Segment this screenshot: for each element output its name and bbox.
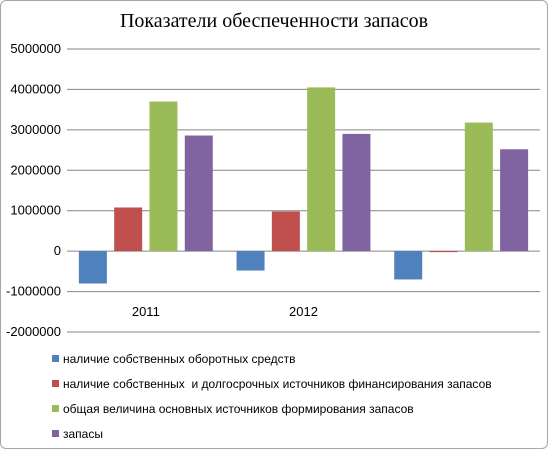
- bar: [149, 101, 178, 252]
- x-tick-label: 2011: [132, 304, 160, 319]
- bar: [394, 251, 423, 280]
- legend-item: наличие собственных и долгосрочных источ…: [52, 371, 542, 396]
- gridlines: [67, 48, 540, 333]
- bar: [429, 251, 458, 253]
- bars: [78, 87, 529, 284]
- y-tick-label: -2000000: [6, 324, 61, 339]
- legend-swatch: [52, 380, 59, 387]
- legend-item: запасы: [52, 421, 542, 446]
- legend-swatch: [52, 405, 59, 412]
- legend-item: общая величина основных источников форми…: [52, 396, 542, 421]
- y-tick-label: 2000000: [10, 162, 61, 177]
- legend-label: наличие собственных и долгосрочных источ…: [63, 376, 492, 391]
- bar: [271, 211, 300, 252]
- chart-title: Показатели обеспеченности запасов: [119, 10, 429, 32]
- y-tick-label: 3000000: [10, 122, 61, 137]
- bar: [307, 87, 336, 252]
- legend-label: наличие собственных оборотных средств: [63, 351, 296, 366]
- y-tick-label: 0: [54, 243, 61, 258]
- y-tick-label: 1000000: [10, 203, 61, 218]
- legend-label: общая величина основных источников форми…: [63, 401, 414, 416]
- bar: [78, 251, 107, 284]
- bar: [342, 133, 371, 252]
- legend-item: наличие собственных оборотных средств: [52, 346, 542, 371]
- legend-swatch: [52, 430, 59, 437]
- bar: [184, 135, 213, 252]
- bar: [114, 207, 143, 252]
- legend-label: запасы: [63, 426, 103, 441]
- y-tick-label: -1000000: [6, 284, 61, 299]
- bar: [464, 122, 493, 252]
- bar: [236, 251, 265, 271]
- y-tick-label: 5000000: [10, 41, 61, 56]
- x-axis-tick-labels: 2011 2012: [132, 304, 318, 319]
- y-axis-tick-labels: -2000000 -1000000 0 1000000 2000000 3000000 40…: [6, 41, 61, 339]
- y-tick-label: 4000000: [10, 81, 61, 96]
- bar: [500, 149, 529, 252]
- legend-swatch: [52, 355, 59, 362]
- legend: наличие собственных оборотных средств нал…: [52, 346, 542, 446]
- x-tick-label: 2012: [289, 304, 318, 319]
